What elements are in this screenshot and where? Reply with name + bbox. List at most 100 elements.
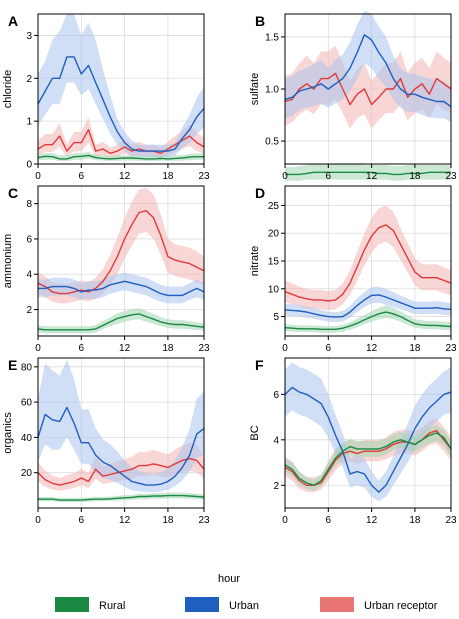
y-tick-label: 20 [21,468,33,479]
x-tick-label: 6 [326,515,332,526]
series-line-urban-F [284,386,452,493]
x-tick-label: 12 [366,171,378,182]
y-tick-label: 0.5 [265,137,279,148]
x-tick-label: 12 [366,343,378,354]
x-tick-label: 18 [409,343,421,354]
x-tick-label: 6 [326,343,332,354]
y-tick-label: 15 [268,257,280,268]
series-line-rural-F [284,432,452,486]
series-line-urban-receptor-B [284,72,452,106]
x-tick-label: 23 [445,343,457,354]
y-axis-label: nitrate [249,246,261,277]
x-axis-label: hour [218,573,240,585]
series-line-urban-A [37,56,205,152]
panel-D: 0 6 12 18 23 5 10 15 20 25 nitrate D [249,185,457,354]
panel-E: 0 6 12 18 23 20 40 60 80 organics E [2,357,210,526]
y-tick-label: 6 [26,234,32,245]
y-tick-label: 10 [268,284,280,295]
x-tick-label: 0 [35,343,41,354]
x-tick-label: 0 [35,515,41,526]
legend-item-urban: Urban [185,597,259,612]
series-line-rural-C [37,313,205,331]
band-urban-receptor-D [285,205,451,311]
x-tick-label: 18 [162,343,174,354]
legend: Rural Urban Urban receptor [55,597,438,612]
x-tick-label: 12 [119,343,131,354]
panel-C: 0 6 12 18 23 2 4 6 8 ammonium C [2,185,210,354]
y-axis-label: sulfate [249,73,261,105]
plot-frame [37,357,205,509]
band-urban-receptor-C [38,187,204,304]
legend-label-urban: Urban [229,600,259,612]
series-line-urban-receptor-A [37,128,205,155]
series-line-urban-receptor-D [284,224,452,302]
panel-B: 0 6 12 18 23 0.5 1.0 1.5 sulfate B [249,10,457,182]
legend-swatch-rural [55,597,89,612]
series-line-urban-receptor-E [37,457,205,486]
x-tick-label: 18 [409,171,421,182]
legend-item-rural: Rural [55,597,125,612]
y-axis-label: chloride [2,70,14,109]
x-tick-label: 0 [282,343,288,354]
band-urban-D [285,286,451,323]
series-line-rural-D [284,311,452,330]
x-tick-label: 0 [35,171,41,182]
series-line-rural-B [285,171,451,176]
x-tick-label: 23 [445,171,457,182]
x-tick-label: 12 [119,171,131,182]
panel-letter: D [255,185,265,201]
x-tick-label: 18 [409,515,421,526]
panel-letter: A [8,13,18,29]
x-tick-label: 6 [79,171,85,182]
x-tick-label: 23 [198,515,210,526]
y-axis-label: organics [2,412,14,454]
x-tick-label: 18 [162,171,174,182]
series-line-urban-E [37,406,205,486]
legend-item-urban-receptor: Urban receptor [320,597,438,612]
plot-frame [37,13,205,165]
x-tick-label: 12 [366,515,378,526]
band-urban-C [38,272,204,304]
x-tick-label: 23 [198,171,210,182]
y-tick-label: 2 [26,74,32,85]
x-tick-label: 6 [79,515,85,526]
y-tick-label: 1 [26,117,32,128]
panel-letter: C [8,185,18,201]
band-urban-A [38,14,204,157]
y-tick-label: 2 [273,481,279,492]
y-tick-label: 80 [21,362,33,373]
panel-F: 0 6 12 18 23 2 4 6 BC F [249,357,457,526]
y-tick-label: 0 [26,160,32,171]
y-tick-label: 25 [268,201,280,212]
series-line-urban-receptor-C [37,209,205,295]
panel-letter: B [255,13,265,29]
legend-swatch-urban-receptor [320,597,354,612]
y-axis-label: ammonium [2,234,14,288]
y-tick-label: 6 [273,390,279,401]
plot-frame [284,357,452,509]
x-tick-label: 6 [326,171,332,182]
band-rural-C [38,308,204,334]
y-tick-label: 4 [273,435,279,446]
plot-frame [37,185,205,337]
y-tick-label: 1.0 [265,85,279,96]
y-tick-label: 20 [268,229,280,240]
panel-letter: F [255,357,264,373]
y-tick-label: 60 [21,398,33,409]
legend-swatch-urban [185,597,219,612]
series-line-rural-A [37,154,204,160]
y-tick-label: 5 [273,312,279,323]
band-urban-F [285,362,451,502]
series-line-urban-D [284,294,452,318]
x-tick-label: 0 [282,171,288,182]
panel-letter: E [8,357,17,373]
x-tick-label: 0 [282,515,288,526]
y-axis-label: BC [249,425,261,440]
x-tick-label: 6 [79,343,85,354]
band-urban-E [38,359,204,493]
series-line-urban-C [38,280,205,297]
legend-label-urban-receptor: Urban receptor [364,600,438,612]
